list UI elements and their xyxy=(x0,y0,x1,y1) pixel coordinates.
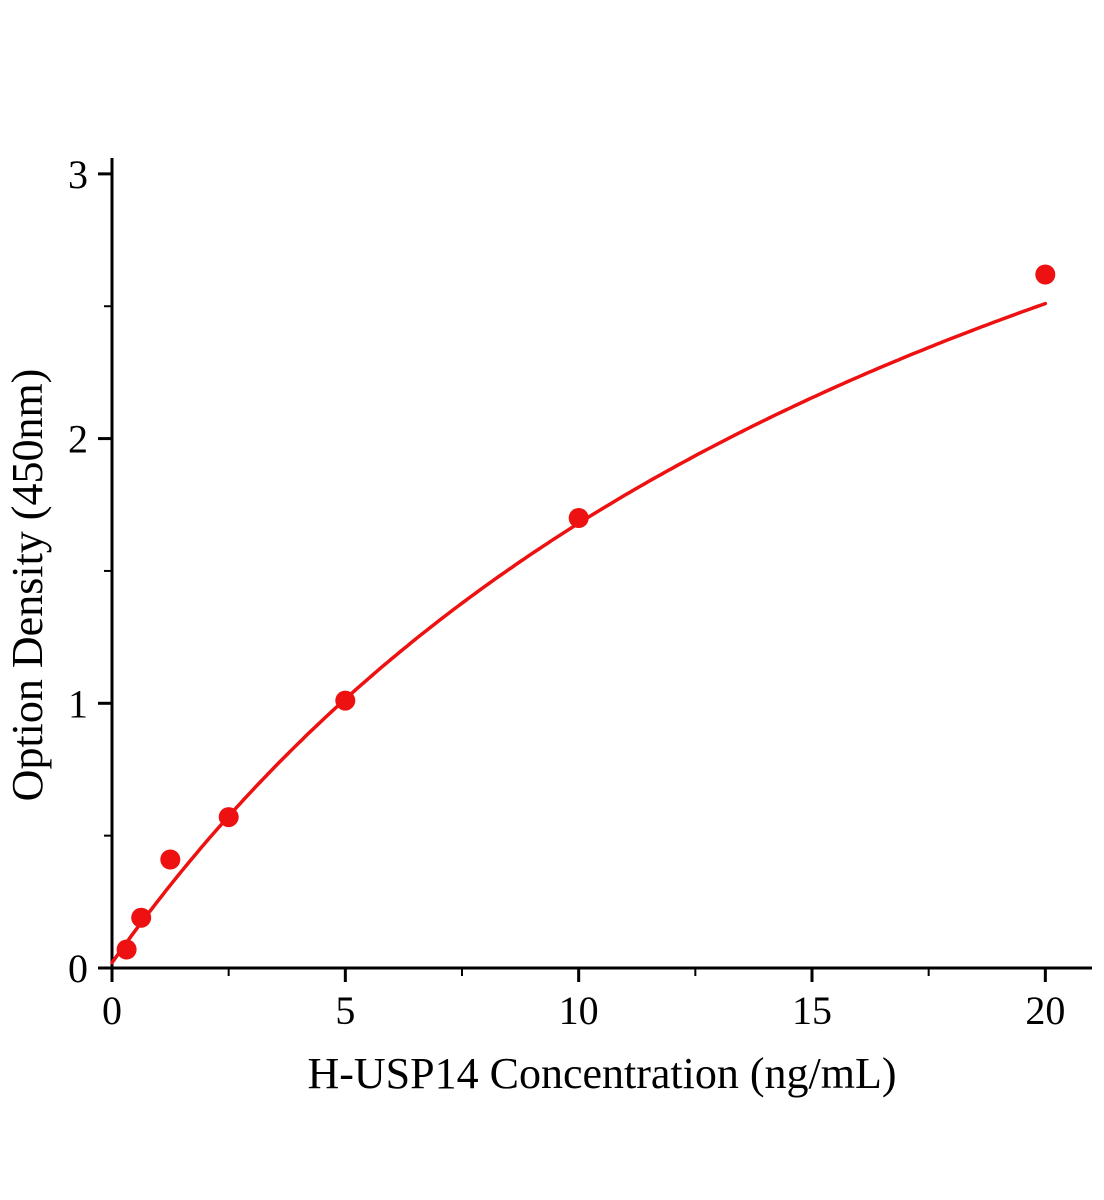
y-tick-label: 3 xyxy=(68,152,88,197)
y-tick-label: 2 xyxy=(68,417,88,462)
data-point xyxy=(160,849,181,870)
y-tick-label: 1 xyxy=(68,681,88,726)
fit-curve xyxy=(110,301,1048,965)
x-tick-label: 5 xyxy=(335,988,355,1033)
data-point xyxy=(335,690,356,711)
data-point xyxy=(131,907,152,928)
data-point xyxy=(568,508,589,528)
x-tick-label: 15 xyxy=(792,988,832,1033)
data-point xyxy=(1035,264,1056,285)
plot-area: 0 5 10 15 20 0 1 2 3 xyxy=(68,152,1092,1033)
data-point xyxy=(116,939,137,960)
data-point xyxy=(218,807,239,828)
x-tick-label: 10 xyxy=(559,988,599,1033)
y-axis-label: Option Density (450nm) xyxy=(3,369,52,802)
x-axis-label: H-USP14 Concentration (ng/mL) xyxy=(307,1049,896,1098)
x-tick-label: 20 xyxy=(1025,988,1065,1033)
x-tick-label: 0 xyxy=(102,988,122,1033)
y-tick-label: 0 xyxy=(68,946,88,991)
